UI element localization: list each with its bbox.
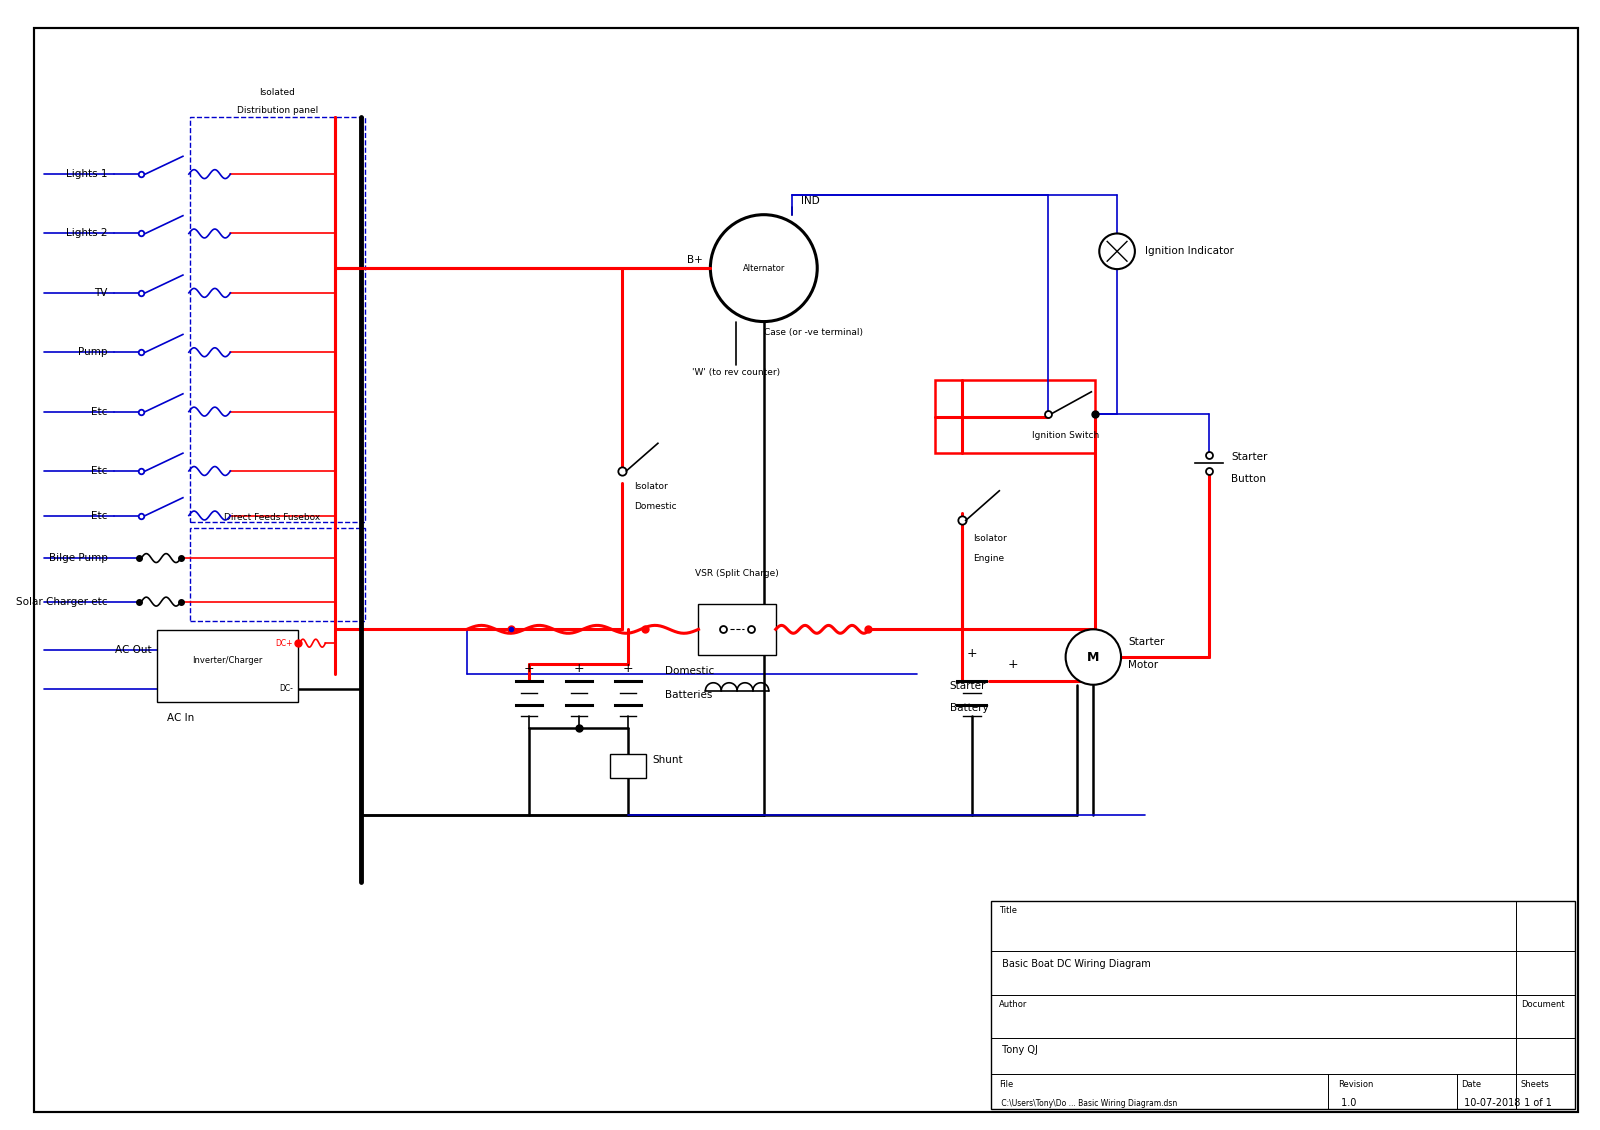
Bar xyxy=(157,631,298,702)
Text: +: + xyxy=(1008,659,1019,671)
Bar xyxy=(934,380,1096,453)
Text: 1.0: 1.0 xyxy=(1338,1098,1357,1109)
Text: Lights 1: Lights 1 xyxy=(66,170,107,180)
Text: Inverter/Charger: Inverter/Charger xyxy=(192,655,262,664)
Text: IND: IND xyxy=(802,195,821,206)
Bar xyxy=(190,529,365,622)
Circle shape xyxy=(1066,629,1122,685)
Bar xyxy=(699,603,776,655)
Text: File: File xyxy=(1000,1079,1013,1088)
Text: +: + xyxy=(573,662,584,676)
Text: Motor: Motor xyxy=(1128,660,1158,670)
Text: Ignition Switch: Ignition Switch xyxy=(1032,431,1099,440)
Text: Starter: Starter xyxy=(950,680,986,690)
Text: DC+: DC+ xyxy=(275,638,293,647)
Text: Direct Feeds Fusebox: Direct Feeds Fusebox xyxy=(224,513,320,522)
Text: +: + xyxy=(523,662,534,676)
Text: Alternator: Alternator xyxy=(742,263,786,272)
Text: Domestic: Domestic xyxy=(634,502,677,511)
Text: Etc: Etc xyxy=(91,466,107,476)
Text: Case (or -ve terminal): Case (or -ve terminal) xyxy=(763,328,862,337)
Circle shape xyxy=(1099,234,1134,269)
Text: +: + xyxy=(966,646,978,660)
Text: Shunt: Shunt xyxy=(651,755,683,765)
Text: TV: TV xyxy=(94,288,107,298)
Text: Etc: Etc xyxy=(91,511,107,521)
Text: Isolator: Isolator xyxy=(973,533,1008,542)
Text: Revision: Revision xyxy=(1338,1079,1373,1088)
Text: AC In: AC In xyxy=(166,713,194,723)
Text: Title: Title xyxy=(1000,906,1018,915)
Text: Etc: Etc xyxy=(91,407,107,417)
Text: Author: Author xyxy=(1000,1000,1027,1009)
Text: 1 of 1: 1 of 1 xyxy=(1522,1098,1552,1109)
Text: Batteries: Batteries xyxy=(666,689,712,699)
Text: Sheets: Sheets xyxy=(1522,1079,1549,1088)
Text: Ignition Indicator: Ignition Indicator xyxy=(1144,246,1234,257)
Text: C:\Users\Tony\Do ... Basic Wiring Diagram.dsn: C:\Users\Tony\Do ... Basic Wiring Diagra… xyxy=(1000,1099,1178,1109)
Text: Engine: Engine xyxy=(973,554,1005,563)
Text: Button: Button xyxy=(1230,473,1266,484)
Text: Starter: Starter xyxy=(1128,637,1165,647)
Text: Solar Charger etc: Solar Charger etc xyxy=(16,597,107,607)
Text: 10-07-2018: 10-07-2018 xyxy=(1461,1098,1522,1109)
Text: Document: Document xyxy=(1522,1000,1565,1009)
Text: VSR (Split Charge): VSR (Split Charge) xyxy=(696,568,779,577)
Text: +: + xyxy=(622,662,634,676)
Text: M: M xyxy=(1086,651,1099,663)
Text: Starter: Starter xyxy=(1230,452,1267,462)
Text: Isolated: Isolated xyxy=(259,88,296,97)
Text: Bilge Pump: Bilge Pump xyxy=(50,553,107,563)
Text: Pump: Pump xyxy=(78,347,107,357)
Text: Basic Boat DC Wiring Diagram: Basic Boat DC Wiring Diagram xyxy=(1000,959,1150,968)
Circle shape xyxy=(710,215,818,322)
Text: Lights 2: Lights 2 xyxy=(66,228,107,238)
Bar xyxy=(611,754,646,777)
Text: Date: Date xyxy=(1461,1079,1482,1088)
Text: 'W' (to rev counter): 'W' (to rev counter) xyxy=(693,367,781,376)
Text: Domestic: Domestic xyxy=(666,666,714,676)
Text: DC-: DC- xyxy=(278,684,293,693)
Text: Tony QJ: Tony QJ xyxy=(1000,1045,1038,1055)
Text: AC Out: AC Out xyxy=(115,645,152,655)
Bar xyxy=(992,902,1576,1110)
Text: B+: B+ xyxy=(686,255,702,266)
Text: Isolator: Isolator xyxy=(634,483,667,492)
Bar xyxy=(190,116,365,522)
Text: Battery: Battery xyxy=(950,703,989,713)
Text: Distribution panel: Distribution panel xyxy=(237,106,318,115)
